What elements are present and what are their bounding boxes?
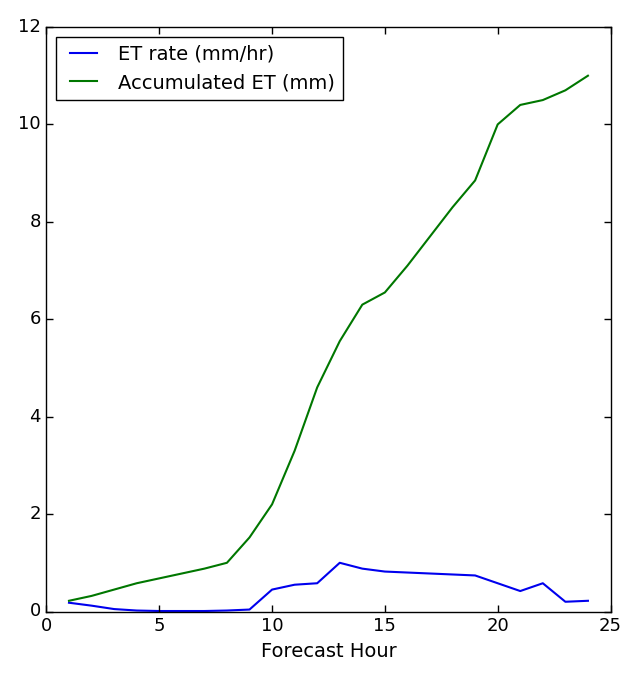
ET rate (mm/hr) [584,597,592,605]
Accumulated ET (mm) [246,534,253,542]
ET rate (mm/hr) [133,606,141,614]
ET rate (mm/hr) [404,568,412,576]
ET rate (mm/hr) [88,602,95,610]
Accumulated ET (mm) [449,203,456,211]
Accumulated ET (mm) [358,301,366,309]
ET rate (mm/hr) [110,605,118,613]
Accumulated ET (mm) [178,570,186,578]
Accumulated ET (mm) [314,384,321,392]
ET rate (mm/hr) [516,587,524,595]
Accumulated ET (mm) [291,447,298,455]
X-axis label: Forecast Hour: Forecast Hour [260,642,396,661]
Accumulated ET (mm) [494,120,502,128]
ET rate (mm/hr) [200,607,208,615]
Accumulated ET (mm) [65,597,73,605]
ET rate (mm/hr) [426,570,434,578]
Accumulated ET (mm) [88,592,95,600]
Accumulated ET (mm) [516,101,524,109]
Accumulated ET (mm) [110,585,118,593]
Accumulated ET (mm) [539,96,547,104]
Accumulated ET (mm) [336,337,344,345]
Accumulated ET (mm) [133,579,141,587]
Accumulated ET (mm) [156,574,163,583]
ET rate (mm/hr) [561,598,569,606]
Legend: ET rate (mm/hr), Accumulated ET (mm): ET rate (mm/hr), Accumulated ET (mm) [56,37,343,100]
ET rate (mm/hr) [449,570,456,579]
Accumulated ET (mm) [471,177,479,185]
Accumulated ET (mm) [381,289,388,297]
Line: Accumulated ET (mm): Accumulated ET (mm) [69,75,588,601]
ET rate (mm/hr) [358,564,366,572]
ET rate (mm/hr) [223,606,231,614]
ET rate (mm/hr) [539,579,547,587]
ET rate (mm/hr) [65,599,73,607]
ET rate (mm/hr) [471,572,479,580]
ET rate (mm/hr) [178,607,186,615]
ET rate (mm/hr) [268,585,276,593]
Accumulated ET (mm) [223,559,231,567]
ET rate (mm/hr) [336,559,344,567]
Accumulated ET (mm) [268,500,276,509]
Accumulated ET (mm) [200,564,208,572]
ET rate (mm/hr) [494,579,502,587]
ET rate (mm/hr) [246,606,253,614]
ET rate (mm/hr) [291,581,298,589]
Accumulated ET (mm) [584,71,592,79]
ET rate (mm/hr) [314,579,321,587]
Accumulated ET (mm) [404,261,412,270]
Accumulated ET (mm) [561,86,569,94]
ET rate (mm/hr) [381,568,388,576]
ET rate (mm/hr) [156,607,163,615]
Line: ET rate (mm/hr): ET rate (mm/hr) [69,563,588,611]
Accumulated ET (mm) [426,232,434,240]
